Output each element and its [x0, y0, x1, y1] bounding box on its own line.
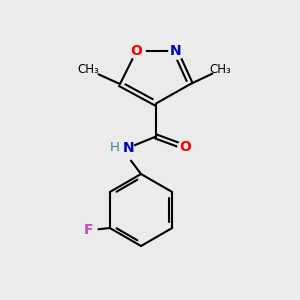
Text: CH₃: CH₃ [78, 63, 99, 76]
Text: F: F [84, 223, 94, 236]
Text: N: N [123, 141, 134, 154]
Text: CH₃: CH₃ [210, 63, 231, 76]
Text: O: O [130, 44, 142, 58]
Text: N: N [170, 44, 181, 58]
Text: O: O [179, 140, 191, 154]
Text: H: H [110, 141, 119, 154]
